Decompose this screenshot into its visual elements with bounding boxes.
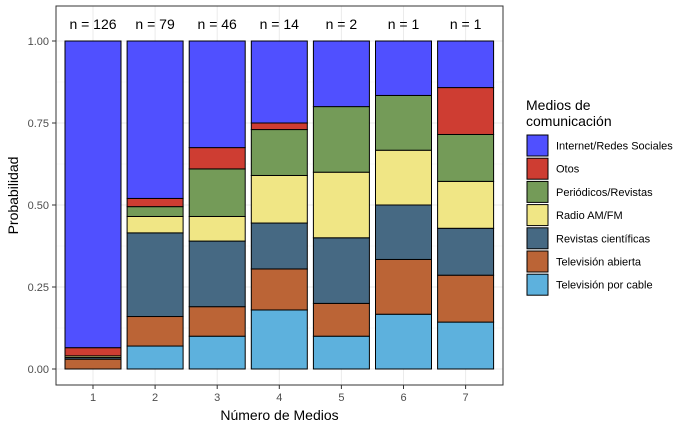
bar-segment — [375, 313, 432, 370]
bar-segment — [250, 268, 308, 311]
bar-segment — [64, 40, 122, 349]
bar-segment — [312, 40, 370, 108]
bar-segment — [126, 316, 184, 347]
count-label: n = 1 — [450, 16, 482, 32]
y-tick-label: 0.00 — [28, 364, 49, 376]
bar-segment — [437, 321, 495, 370]
bar-segment — [250, 122, 308, 131]
bar-segment — [437, 133, 495, 182]
y-tick-label: 0.50 — [28, 200, 49, 212]
count-label: n = 14 — [260, 16, 300, 32]
bar-segment — [188, 240, 246, 308]
legend-items: Internet/Redes Sociales Otos Periódicos/Re… — [526, 134, 673, 296]
bar-segment — [375, 149, 432, 206]
y-axis-title: Probabilidad — [5, 157, 21, 235]
bar-segment — [64, 347, 122, 357]
y-tick-label: 1.00 — [28, 36, 49, 48]
legend-swatch — [526, 157, 549, 180]
bar-segment — [437, 227, 495, 276]
bar-segment — [126, 206, 184, 217]
y-tick-label: 0.75 — [28, 118, 49, 130]
bar-segment — [312, 106, 370, 173]
bar-segment — [126, 232, 184, 318]
bar-segment — [312, 171, 370, 239]
x-tick-label: 4 — [276, 392, 282, 404]
y-axis: 0.00 0.25 0.50 0.75 1.00 — [28, 36, 56, 376]
bar-segment — [126, 40, 184, 199]
legend-swatch — [526, 273, 549, 296]
legend-label: Revistas científicas — [556, 233, 651, 245]
x-axis-title: Número de Medios — [220, 407, 338, 423]
bar-segment — [375, 258, 432, 315]
bar-segment — [375, 204, 432, 260]
legend-title-line-2: comunicación — [526, 113, 612, 129]
legend-swatch — [526, 180, 549, 203]
x-axis: 1 2 3 4 5 6 7 — [90, 385, 469, 404]
x-tick-label: 5 — [338, 392, 344, 404]
bar-segment — [250, 222, 308, 270]
bar-segment — [375, 94, 432, 151]
bar-segment — [312, 302, 370, 337]
legend: Medios de comunicación Internet/Redes So… — [526, 97, 673, 296]
count-label: n = 1 — [388, 16, 420, 32]
count-label: n = 2 — [326, 16, 358, 32]
bar-segment — [312, 237, 370, 304]
legend-swatch — [526, 204, 549, 227]
x-tick-label: 7 — [463, 392, 469, 404]
legend-label: Periódicos/Revistas — [556, 187, 653, 199]
legend-swatch — [526, 227, 549, 250]
count-labels: n = 126 n = 79 n = 46 n = 14 n = 2 n = 1 n = 1 — [69, 16, 481, 32]
legend-title-line-1: Medios de — [526, 97, 591, 113]
bar-segment — [126, 197, 184, 208]
legend-label: Internet/Redes Sociales — [556, 141, 673, 153]
bar-segment — [250, 309, 308, 370]
bar-segment — [250, 40, 308, 124]
legend-label: Televisión por cable — [556, 280, 653, 292]
bars — [64, 40, 495, 370]
bar-segment — [64, 358, 122, 370]
legend-label: Radio AM/FM — [556, 210, 623, 222]
bar-segment — [437, 87, 495, 135]
x-tick-label: 6 — [400, 392, 406, 404]
bar-segment — [188, 215, 246, 242]
bar-segment — [188, 40, 246, 149]
bar-segment — [312, 335, 370, 370]
count-label: n = 126 — [69, 16, 116, 32]
bar-segment — [250, 129, 308, 176]
bar-segment — [188, 168, 246, 217]
bar-segment — [188, 147, 246, 170]
x-tick-label: 3 — [214, 392, 220, 404]
bar-segment — [126, 215, 184, 234]
legend-swatch — [526, 134, 549, 157]
count-label: n = 46 — [198, 16, 238, 32]
bar-segment — [375, 40, 432, 96]
bar-segment — [250, 174, 308, 224]
count-label: n = 79 — [135, 16, 175, 32]
bar-segment — [126, 345, 184, 370]
y-tick-label: 0.25 — [28, 282, 49, 294]
bar-segment — [188, 335, 246, 370]
bar-segment — [437, 274, 495, 323]
bar-segment — [437, 40, 495, 89]
bar-segment — [188, 306, 246, 337]
x-tick-label: 2 — [152, 392, 158, 404]
legend-label: Televisión abierta — [556, 257, 642, 269]
bar-segment — [437, 180, 495, 229]
legend-label: Otos — [556, 164, 580, 176]
legend-swatch — [526, 250, 549, 273]
x-tick-label: 1 — [90, 392, 96, 404]
